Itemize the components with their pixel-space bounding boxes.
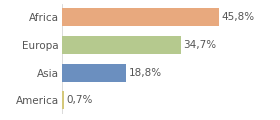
- Bar: [62, 91, 64, 109]
- Text: 45,8%: 45,8%: [221, 12, 255, 22]
- Text: 34,7%: 34,7%: [183, 40, 216, 50]
- Bar: [62, 8, 219, 26]
- Text: 0,7%: 0,7%: [67, 95, 93, 105]
- Bar: [62, 64, 126, 82]
- Bar: [62, 36, 181, 54]
- Text: 18,8%: 18,8%: [129, 68, 162, 78]
